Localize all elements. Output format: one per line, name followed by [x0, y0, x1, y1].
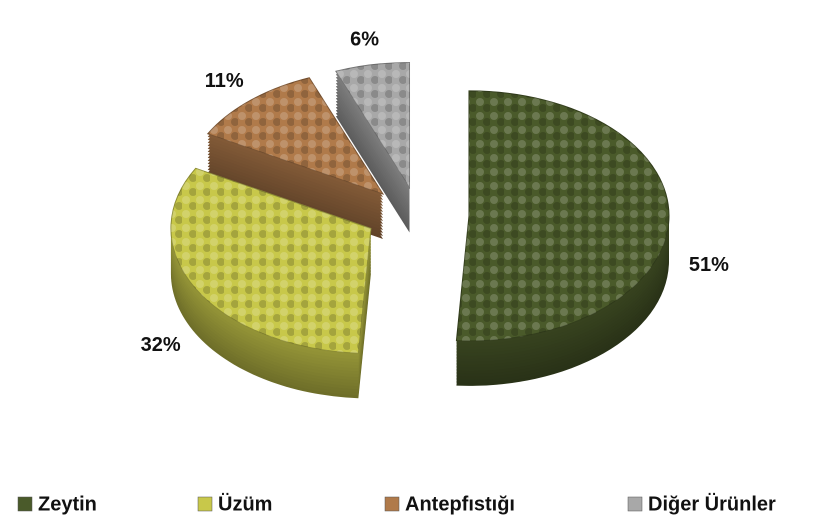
- data-label: 32%: [141, 334, 181, 356]
- legend-swatch: [18, 497, 32, 511]
- chart: 51% 32% 11% 6% Zeytin Üzüm Antepfıstığı Diğer Ü…: [0, 0, 830, 522]
- legend-label: Zeytin: [38, 493, 97, 515]
- data-label: 6%: [350, 28, 379, 50]
- data-label: 51%: [689, 254, 729, 276]
- legend-label: Üzüm: [218, 492, 272, 515]
- legend-swatch: [198, 497, 212, 511]
- data-label: 11%: [205, 70, 244, 92]
- legend-label: Diğer Ürünler: [648, 492, 776, 515]
- legend-swatch: [628, 497, 642, 511]
- legend-label: Antepfıstığı: [405, 493, 515, 515]
- legend-swatch: [385, 497, 399, 511]
